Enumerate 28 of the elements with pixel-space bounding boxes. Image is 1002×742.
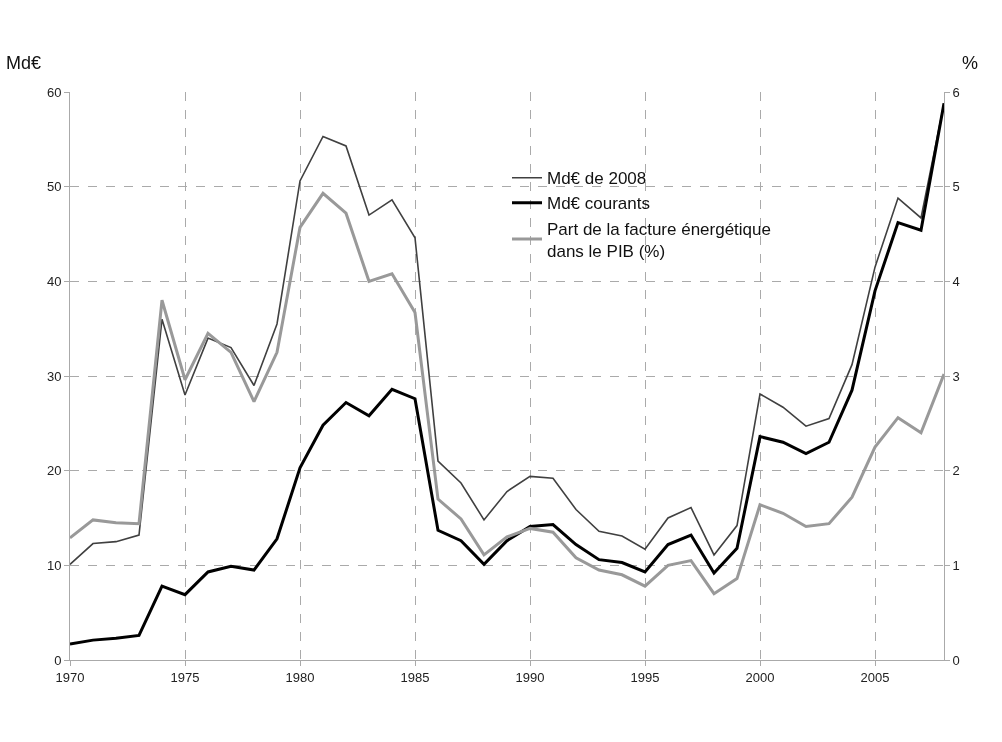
legend-label: Md€ courants	[547, 194, 650, 214]
x-tick-label: 2005	[860, 669, 890, 685]
y2-tick-label: 3	[952, 368, 960, 384]
y2-tick-label: 0	[952, 652, 960, 668]
y-tick-label: 40	[46, 273, 62, 289]
y-tick-label: 0	[54, 652, 62, 668]
x-tick-label: 1985	[400, 669, 430, 685]
y2-tick-label: 1	[952, 557, 960, 573]
y-axis-title: Md€	[6, 53, 42, 73]
line-series	[70, 191, 944, 596]
y-tick-label: 20	[46, 463, 62, 479]
y-tick-label: 30	[46, 368, 62, 384]
y2-axis-title: %	[962, 53, 979, 73]
x-tick-label: 1980	[285, 669, 315, 685]
y2-tick-label: 4	[952, 273, 960, 289]
y-tick-label: 50	[46, 179, 62, 195]
x-tick-label: 2000	[745, 669, 775, 685]
y2-tick-label: 5	[952, 179, 960, 195]
legend-label: Md€ de 2008	[547, 169, 647, 189]
y-tick-label: 60	[46, 84, 62, 100]
x-tick-label: 1975	[170, 669, 200, 685]
x-tick-label: 1970	[55, 669, 85, 685]
y2-tick-label: 2	[952, 463, 960, 479]
x-tick-label: 1995	[630, 669, 660, 685]
y-tick-label: 10	[46, 557, 62, 573]
legend-label: Part de la facture énergétique dans le PIB (%)	[547, 219, 771, 261]
x-tick-label: 1990	[515, 669, 545, 685]
y2-tick-label: 6	[952, 84, 960, 100]
